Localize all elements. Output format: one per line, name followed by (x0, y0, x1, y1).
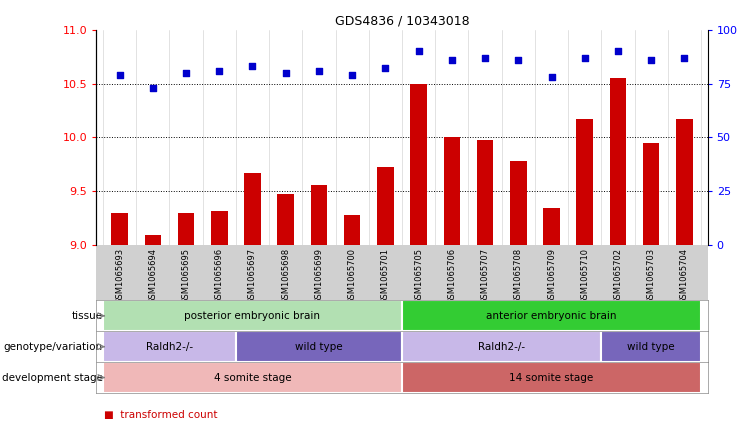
Point (180, 69, 192, 76)
Point (247, 63, 259, 70)
Point (346, 71, 358, 78)
Bar (103, 331, 236, 362)
Bar (236, 331, 402, 362)
Text: development stage: development stage (2, 373, 103, 382)
Text: GSM1065697: GSM1065697 (248, 248, 257, 304)
Point (645, 56, 657, 63)
Text: GSM1065708: GSM1065708 (514, 248, 523, 304)
Bar (643, 143, 659, 245)
Bar (111, 213, 128, 245)
Bar (602, 331, 701, 362)
Point (545, 74, 557, 80)
Bar (344, 215, 360, 245)
Text: posterior embryonic brain: posterior embryonic brain (185, 311, 321, 321)
Text: Raldh2-/-: Raldh2-/- (146, 342, 193, 352)
Point (313, 67, 325, 74)
Point (579, 54, 591, 61)
Bar (310, 185, 328, 245)
Bar (510, 161, 527, 245)
Point (479, 54, 491, 61)
Bar (377, 167, 393, 245)
Bar (144, 234, 161, 245)
Text: GSM1065707: GSM1065707 (481, 248, 490, 304)
Text: GSM1065702: GSM1065702 (614, 248, 622, 304)
Text: anterior embryonic brain: anterior embryonic brain (486, 311, 617, 321)
Text: GSM1065699: GSM1065699 (314, 248, 323, 304)
Text: GSM1065698: GSM1065698 (281, 248, 290, 304)
Bar (543, 208, 559, 245)
Text: GSM1065696: GSM1065696 (215, 248, 224, 304)
Text: wild type: wild type (295, 342, 343, 352)
Text: 14 somite stage: 14 somite stage (509, 373, 594, 382)
Point (113, 71, 125, 78)
Text: GSM1065694: GSM1065694 (148, 248, 157, 304)
Title: GDS4836 / 10343018: GDS4836 / 10343018 (335, 14, 469, 27)
Text: GSM1065701: GSM1065701 (381, 248, 390, 304)
Point (379, 65, 391, 72)
Bar (178, 213, 194, 245)
Bar (576, 119, 593, 245)
Point (413, 48, 425, 55)
Text: wild type: wild type (628, 342, 675, 352)
Text: genotype/variation: genotype/variation (4, 342, 103, 352)
Bar (402, 300, 701, 331)
Bar (211, 211, 227, 245)
Bar (476, 140, 494, 245)
Point (446, 56, 458, 63)
Text: 4 somite stage: 4 somite stage (213, 373, 291, 382)
Text: GSM1065710: GSM1065710 (580, 248, 589, 304)
Point (612, 48, 624, 55)
Bar (103, 300, 402, 331)
Point (213, 67, 225, 74)
Text: Raldh2-/-: Raldh2-/- (478, 342, 525, 352)
Bar (277, 194, 294, 245)
Point (280, 69, 292, 76)
Bar (444, 137, 460, 245)
Point (512, 56, 524, 63)
Text: GSM1065700: GSM1065700 (348, 248, 356, 304)
Text: GSM1065693: GSM1065693 (115, 248, 124, 304)
Text: tissue: tissue (72, 311, 103, 321)
Bar (103, 362, 402, 393)
Text: GSM1065706: GSM1065706 (448, 248, 456, 304)
Bar (411, 83, 427, 245)
Text: GSM1065709: GSM1065709 (547, 248, 556, 304)
Bar (402, 362, 701, 393)
Text: GSM1065704: GSM1065704 (680, 248, 689, 304)
Bar (245, 173, 261, 245)
Text: ■  transformed count: ■ transformed count (104, 410, 217, 420)
Text: GSM1065703: GSM1065703 (647, 248, 656, 304)
Text: GSM1065705: GSM1065705 (414, 248, 423, 304)
Point (679, 54, 691, 61)
Bar (676, 119, 693, 245)
Point (147, 85, 159, 91)
Bar (610, 78, 626, 245)
Text: GSM1065695: GSM1065695 (182, 248, 190, 304)
Bar (402, 331, 602, 362)
